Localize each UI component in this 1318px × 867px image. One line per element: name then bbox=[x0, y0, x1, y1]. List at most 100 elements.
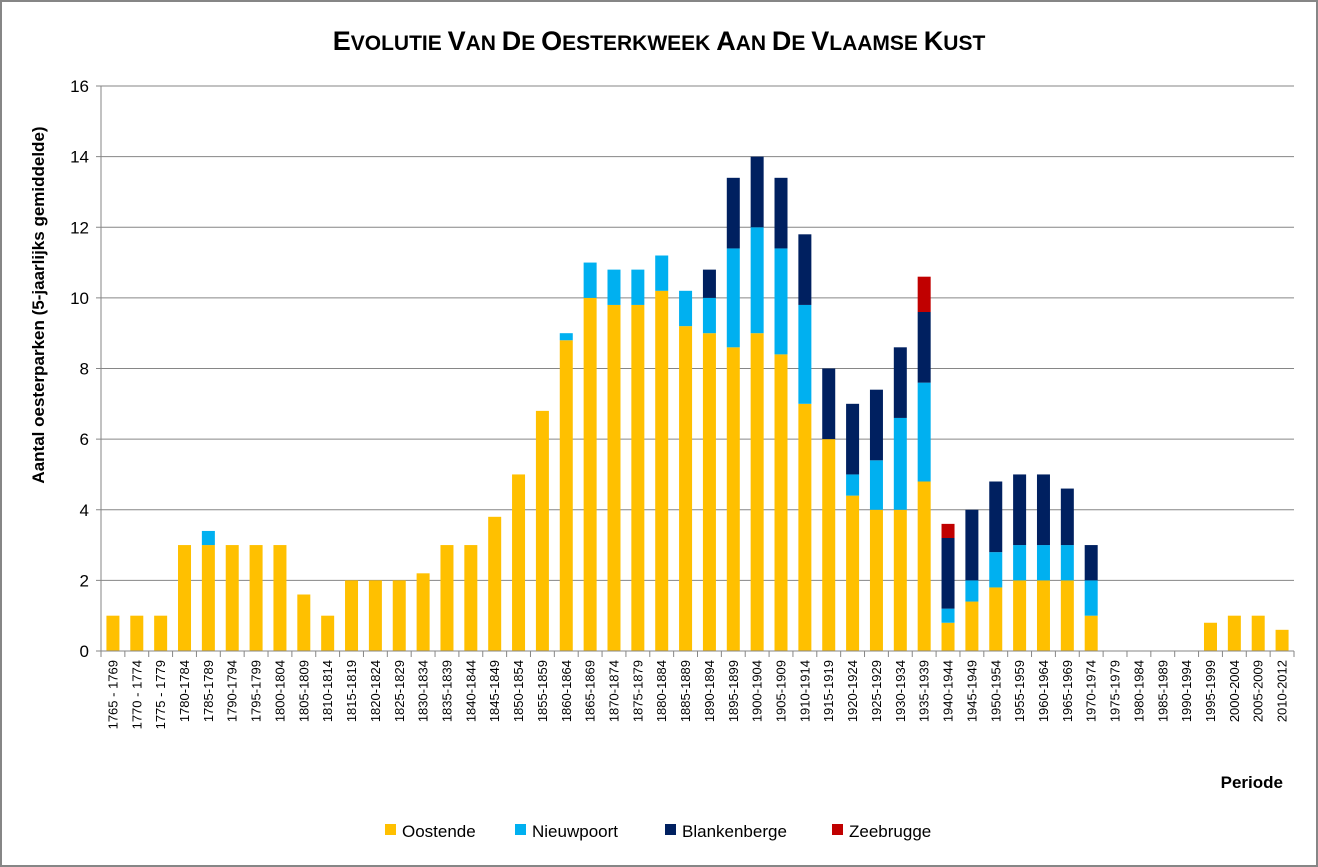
x-tick-label: 1855-1859 bbox=[535, 660, 550, 722]
x-tick-label: 1870-1874 bbox=[606, 660, 621, 722]
bar-oostende-40 bbox=[1060, 580, 1074, 651]
x-tick-label: 1910-1914 bbox=[797, 660, 812, 722]
bar-oostende-33 bbox=[893, 509, 907, 651]
bar-nieuwpoort-21 bbox=[607, 269, 621, 305]
y-tick-label: 14 bbox=[70, 148, 89, 167]
y-tick-label: 0 bbox=[80, 642, 89, 661]
x-tick-label: 1765 - 1769 bbox=[105, 660, 120, 729]
bar-oostende-41 bbox=[1084, 615, 1098, 651]
bar-blankenberge-27 bbox=[750, 156, 764, 228]
x-tick-label: 1930-1934 bbox=[893, 660, 908, 722]
x-tick-label: 1780-1784 bbox=[177, 660, 192, 722]
bar-nieuwpoort-25 bbox=[702, 297, 716, 334]
bar-nieuwpoort-39 bbox=[1036, 545, 1050, 581]
bar-oostende-32 bbox=[869, 509, 883, 651]
bar-blankenberge-32 bbox=[869, 389, 883, 461]
bar-blankenberge-35 bbox=[941, 538, 955, 609]
bar-oostende-26 bbox=[726, 347, 740, 651]
bar-nieuwpoort-38 bbox=[1013, 545, 1027, 581]
legend-swatch-oostende bbox=[385, 824, 396, 835]
bar-oostende-49 bbox=[1275, 629, 1289, 651]
y-tick-label: 12 bbox=[70, 218, 89, 237]
bar-blankenberge-25 bbox=[702, 269, 716, 298]
legend-swatch-nieuwpoort bbox=[515, 824, 526, 835]
bar-oostende-28 bbox=[774, 354, 788, 651]
x-tick-label: 1835-1839 bbox=[439, 660, 454, 722]
bar-nieuwpoort-37 bbox=[989, 552, 1003, 588]
bar-nieuwpoort-19 bbox=[559, 333, 573, 341]
x-tick-label: 1775 - 1779 bbox=[153, 660, 168, 729]
x-tick-label: 1880-1884 bbox=[654, 660, 669, 722]
x-tick-label: 1925-1929 bbox=[869, 660, 884, 722]
bar-nieuwpoort-31 bbox=[846, 474, 860, 496]
legend-label-nieuwpoort: Nieuwpoort bbox=[532, 822, 618, 841]
bar-oostende-8 bbox=[297, 594, 311, 651]
y-tick-label: 16 bbox=[70, 77, 89, 96]
bar-blankenberge-37 bbox=[989, 481, 1003, 553]
bar-oostende-35 bbox=[941, 622, 955, 651]
bars bbox=[106, 156, 1289, 651]
bar-oostende-2 bbox=[154, 615, 168, 651]
x-tick-label: 1955-1959 bbox=[1012, 660, 1027, 722]
bar-nieuwpoort-29 bbox=[798, 304, 812, 404]
bar-oostende-6 bbox=[249, 545, 263, 651]
x-axis-title: Periode bbox=[1221, 773, 1283, 792]
x-tick-label: 1960-1964 bbox=[1036, 660, 1051, 722]
x-tick-label: 1860-1864 bbox=[559, 660, 574, 722]
x-tick-label: 2010-2012 bbox=[1275, 660, 1290, 722]
x-tick-label: 1965-1969 bbox=[1060, 660, 1075, 722]
x-tick-label: 2005-2009 bbox=[1251, 660, 1266, 722]
x-tick-label: 1995-1999 bbox=[1203, 660, 1218, 722]
bar-oostende-12 bbox=[392, 580, 406, 651]
gridlines bbox=[101, 85, 1294, 581]
chart-title: EVOLUTIE VAN DE OESTERKWEEK AAN DE VLAAM… bbox=[333, 26, 986, 56]
legend-label-zeebrugge: Zeebrugge bbox=[849, 822, 931, 841]
x-tick-label: 1885-1889 bbox=[678, 660, 693, 722]
x-tick-label: 1810-1814 bbox=[320, 660, 335, 722]
x-tick-label: 1825-1829 bbox=[392, 660, 407, 722]
bar-oostende-16 bbox=[488, 516, 502, 651]
legend-label-oostende: Oostende bbox=[402, 822, 476, 841]
bar-blankenberge-26 bbox=[726, 177, 740, 249]
bar-oostende-19 bbox=[559, 340, 573, 651]
bar-blankenberge-41 bbox=[1084, 545, 1098, 581]
bar-nieuwpoort-35 bbox=[941, 608, 955, 623]
bar-oostende-38 bbox=[1013, 580, 1027, 651]
x-tick-label: 1865-1869 bbox=[583, 660, 598, 722]
x-tick-label: 1770 - 1774 bbox=[129, 660, 144, 729]
x-tick-label: 1920-1924 bbox=[845, 660, 860, 722]
x-tick-label: 1900-1904 bbox=[750, 660, 765, 722]
x-tick-label: 1950-1954 bbox=[988, 660, 1003, 722]
bar-oostende-5 bbox=[225, 545, 239, 651]
bar-oostende-46 bbox=[1203, 622, 1217, 651]
bar-nieuwpoort-24 bbox=[679, 290, 693, 327]
x-tick-label: 1840-1844 bbox=[463, 660, 478, 722]
bar-blankenberge-33 bbox=[893, 347, 907, 418]
x-tick-label: 1800-1804 bbox=[272, 660, 287, 722]
bar-oostende-10 bbox=[345, 580, 359, 651]
bar-oostende-27 bbox=[750, 333, 764, 651]
x-tick-label: 1895-1899 bbox=[726, 660, 741, 722]
bar-blankenberge-40 bbox=[1060, 488, 1074, 546]
bar-oostende-15 bbox=[464, 545, 478, 651]
y-tick-label: 4 bbox=[80, 501, 89, 520]
bar-zeebrugge-35 bbox=[941, 523, 955, 538]
bar-nieuwpoort-28 bbox=[774, 248, 788, 355]
legend-label-blankenberge: Blankenberge bbox=[682, 822, 787, 841]
bar-oostende-34 bbox=[917, 481, 931, 651]
bar-nieuwpoort-33 bbox=[893, 417, 907, 510]
y-tick-label: 6 bbox=[80, 430, 89, 449]
bar-oostende-0 bbox=[106, 615, 120, 651]
x-tick-label: 1915-1919 bbox=[821, 660, 836, 722]
bar-oostende-37 bbox=[989, 587, 1003, 651]
bar-oostende-7 bbox=[273, 545, 287, 651]
bar-blankenberge-34 bbox=[917, 312, 931, 383]
x-tick-label: 1815-1819 bbox=[344, 660, 359, 722]
bar-oostende-24 bbox=[679, 326, 693, 651]
x-tick-label: 1970-1974 bbox=[1084, 660, 1099, 722]
x-tick-label: 2000-2004 bbox=[1227, 660, 1242, 722]
bar-oostende-13 bbox=[416, 573, 430, 651]
legend-swatch-zeebrugge bbox=[832, 824, 843, 835]
bar-oostende-29 bbox=[798, 403, 812, 651]
